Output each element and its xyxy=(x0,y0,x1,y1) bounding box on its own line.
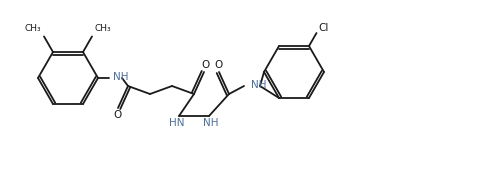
Text: O: O xyxy=(201,60,209,70)
Text: CH₃: CH₃ xyxy=(24,24,41,33)
Text: HN: HN xyxy=(169,118,185,128)
Text: NH: NH xyxy=(113,72,128,82)
Text: CH₃: CH₃ xyxy=(94,24,111,33)
Text: O: O xyxy=(113,110,121,120)
Text: O: O xyxy=(214,60,222,70)
Text: NH: NH xyxy=(251,80,266,90)
Text: Cl: Cl xyxy=(319,23,329,33)
Text: NH: NH xyxy=(203,118,219,128)
